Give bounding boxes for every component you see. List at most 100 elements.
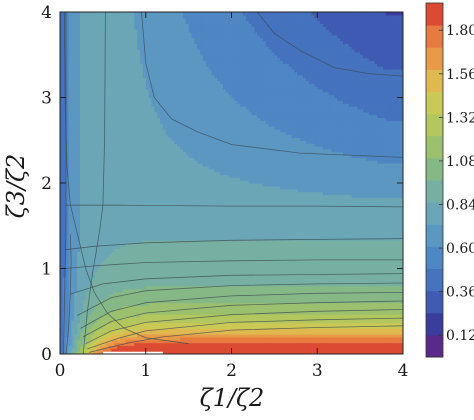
contour-cell: [85, 348, 90, 352]
contour-cell: [62, 197, 67, 201]
contour-cell: [165, 211, 170, 215]
contour-cell: [145, 145, 150, 150]
contour-cell: [100, 274, 104, 278]
contour-cell: [162, 185, 167, 190]
contour-cell: [65, 57, 70, 62]
contour-cell: [97, 294, 101, 298]
contour-cell: [125, 282, 130, 287]
contour-cell: [74, 214, 78, 218]
contour-cell: [142, 111, 147, 116]
contour-cell: [168, 100, 173, 104]
contour-cell: [125, 254, 130, 258]
contour-cell: [65, 143, 70, 147]
contour-cell: [160, 23, 164, 27]
contour-cell: [77, 339, 81, 344]
contour-cell: [85, 185, 90, 190]
contour-cell: [91, 117, 95, 121]
contour-cell: [168, 154, 173, 158]
contour-cell: [168, 174, 173, 178]
contour-cell: [74, 120, 78, 124]
contour-cell: [71, 202, 75, 207]
contour-cell: [122, 12, 127, 16]
contour-cell: [85, 123, 90, 127]
contour-cell: [171, 20, 175, 24]
contour-cell: [125, 185, 130, 190]
contour-cell: [128, 274, 133, 278]
contour-cell: [77, 319, 81, 324]
contour-cell: [91, 339, 95, 344]
contour-cell: [71, 103, 75, 107]
contour-cell: [128, 319, 133, 324]
contour-cell: [134, 274, 138, 278]
contour-cell: [71, 160, 75, 164]
contour-cell: [88, 63, 93, 67]
contour-cell: [122, 234, 127, 238]
contour-cell: [108, 49, 113, 53]
contour-cell: [160, 69, 164, 73]
contour-cell: [88, 188, 93, 193]
contour-cell: [134, 331, 138, 335]
contour-cell: [97, 154, 101, 158]
contour-cell: [171, 154, 175, 158]
contour-cell: [125, 322, 130, 327]
contour-cell: [85, 157, 90, 161]
contour-cell: [74, 14, 78, 19]
contour-cell: [165, 100, 170, 104]
contour-cell: [88, 351, 93, 354]
contour-cell: [102, 23, 107, 27]
contour-cell: [114, 66, 118, 70]
contour-cell: [145, 77, 150, 81]
contour-cell: [168, 336, 173, 341]
contour-cell: [94, 43, 98, 47]
contour-cell: [62, 257, 67, 261]
contour-cell: [165, 168, 170, 173]
contour-cell: [80, 342, 84, 347]
contour-cell: [117, 29, 121, 33]
contour-cell: [168, 97, 173, 101]
contour-cell: [162, 334, 167, 338]
contour-cell: [82, 308, 87, 312]
contour-cell: [111, 202, 115, 207]
contour-cell: [171, 114, 175, 119]
contour-cell: [128, 157, 133, 161]
contour-cell: [88, 94, 93, 99]
contour-cell: [85, 114, 90, 119]
contour-cell: [134, 242, 138, 247]
contour-cell: [148, 174, 153, 178]
contour-cell: [148, 282, 153, 287]
contour-cell: [157, 222, 161, 227]
contour-cell: [100, 128, 104, 133]
contour-cell: [80, 222, 84, 227]
contour-cell: [60, 126, 64, 130]
contour-cell: [105, 177, 110, 181]
contour-cell: [74, 245, 78, 250]
contour-cell: [74, 114, 78, 119]
contour-cell: [134, 271, 138, 275]
contour-cell: [162, 305, 167, 309]
contour-cell: [154, 54, 158, 59]
contour-cell: [160, 282, 164, 287]
contour-cell: [68, 183, 73, 187]
contour-cell: [125, 168, 130, 173]
contour-cell: [162, 271, 167, 275]
contour-cell: [142, 126, 147, 130]
contour-cell: [65, 348, 70, 352]
contour-cell: [105, 34, 110, 39]
contour-cell: [65, 29, 70, 33]
contour-cell: [60, 143, 64, 147]
contour-cell: [68, 34, 73, 39]
contour-cell: [131, 245, 135, 250]
contour-cell: [140, 185, 144, 190]
contour-cell: [157, 180, 161, 184]
contour-cell: [134, 12, 138, 16]
contour-cell: [100, 248, 104, 252]
contour-cell: [60, 208, 64, 213]
contour-cell: [154, 177, 158, 181]
contour-cell: [88, 262, 93, 267]
contour-cell: [68, 165, 73, 170]
contour-cell: [71, 251, 75, 255]
contour-cell: [162, 242, 167, 247]
contour-cell: [97, 77, 101, 81]
contour-cell: [160, 228, 164, 233]
contour-cell: [102, 185, 107, 190]
